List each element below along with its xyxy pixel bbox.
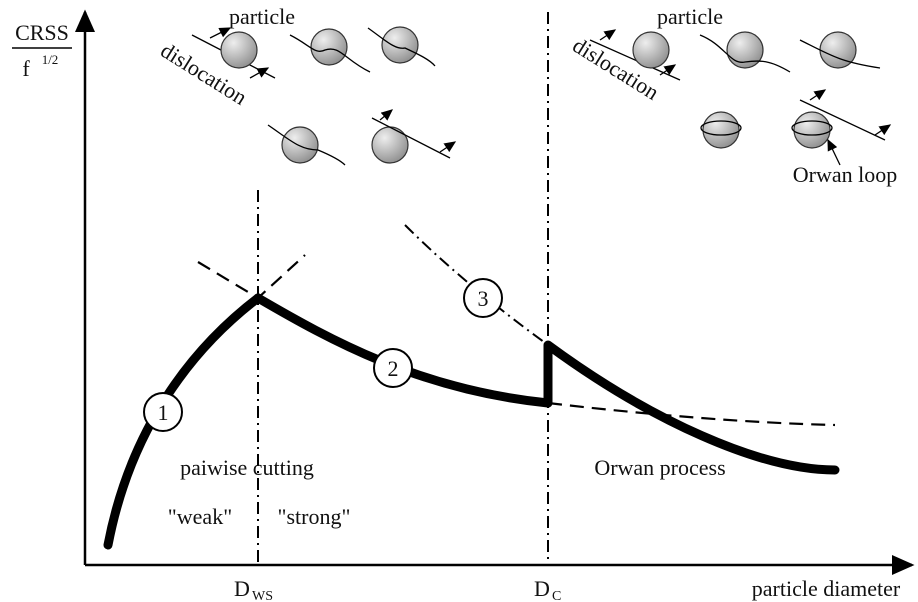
inset-label: particle (229, 4, 295, 29)
axes (12, 9, 915, 575)
inset-label: Orwan loop (793, 162, 897, 187)
particle-sketches (191, 26, 892, 166)
curve-markers (143, 278, 503, 432)
inset-label: particle (657, 4, 723, 29)
region-label: paiwise cutting (180, 455, 314, 480)
curve-label: 2 (388, 356, 399, 381)
y-denominator: f (22, 56, 30, 81)
marker-d: D (534, 576, 550, 601)
curve-label: 1 (158, 400, 169, 425)
marker-sub: C (552, 589, 561, 602)
region-label: Orwan process (594, 455, 725, 480)
y-exponent: 1/2 (42, 52, 59, 67)
x-label: particle diameter (752, 576, 901, 601)
marker-d: D (234, 576, 250, 601)
curves (103, 224, 840, 550)
marker-sub: WS (252, 589, 273, 602)
region-label: "strong" (278, 504, 351, 529)
region-label: "weak" (168, 504, 232, 529)
curve-label: 3 (478, 286, 489, 311)
y-numerator: CRSS (15, 20, 69, 45)
